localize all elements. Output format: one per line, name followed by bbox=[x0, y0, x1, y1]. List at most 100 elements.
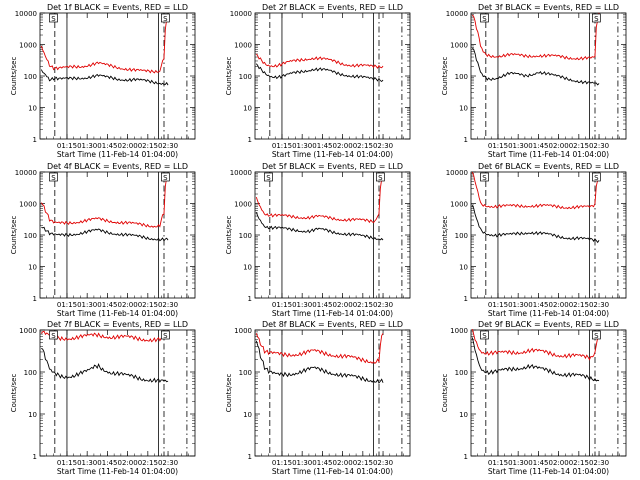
x-tick-label: 02:00 bbox=[549, 301, 569, 309]
series-line-lld bbox=[40, 330, 169, 343]
chart-title: Det 3f BLACK = Events, RED = LLD bbox=[478, 3, 619, 12]
y-tick-label: 10000 bbox=[15, 10, 37, 18]
saa-marker-label: S bbox=[51, 174, 56, 182]
x-tick-label: 02:30 bbox=[373, 459, 393, 467]
y-tick-label: 1 bbox=[464, 295, 468, 303]
chart-panel-7: Det 7f BLACK = Events, RED = LLD 1 10 100 10… bbox=[10, 320, 196, 476]
x-axis-label: Start Time (11-Feb-14 01:04:00) bbox=[57, 309, 178, 318]
plot-frame bbox=[254, 12, 411, 140]
y-tick-label: 10 bbox=[459, 411, 468, 419]
y-tick-label: 100 bbox=[24, 232, 37, 240]
y-tick-label: 10 bbox=[28, 105, 37, 113]
y-tick-label: 1 bbox=[33, 295, 37, 303]
saa-marker-label: S bbox=[163, 332, 168, 340]
saa-marker-box bbox=[591, 330, 601, 340]
x-tick-label: 02:00 bbox=[333, 301, 353, 309]
saa-marker-label: S bbox=[51, 15, 56, 23]
x-tick-label: 01:45 bbox=[528, 459, 548, 467]
saa-marker-label: S bbox=[378, 174, 383, 182]
chart-panel-6: Det 6f BLACK = Events, RED = LLD 1 10 100 10… bbox=[441, 162, 627, 318]
y-tick-label: 10 bbox=[243, 411, 252, 419]
saa-marker-box bbox=[160, 13, 170, 23]
y-tick-label: 1000 bbox=[234, 327, 252, 335]
y-tick-label: 1000 bbox=[19, 201, 37, 209]
plot-frame bbox=[39, 12, 196, 140]
series-line-events bbox=[255, 212, 384, 241]
x-tick-label: 01:15 bbox=[488, 142, 508, 150]
x-tick-label: 01:30 bbox=[508, 459, 528, 467]
x-tick-label: 02:15 bbox=[569, 459, 589, 467]
x-tick-label: 02:30 bbox=[589, 459, 609, 467]
y-tick-label: 1000 bbox=[234, 42, 252, 50]
y-tick-label: 100 bbox=[24, 369, 37, 377]
y-tick-label: 10 bbox=[243, 105, 252, 113]
y-tick-label: 10 bbox=[459, 264, 468, 272]
x-tick-label: 01:45 bbox=[97, 142, 117, 150]
x-tick-label: 01:15 bbox=[57, 301, 77, 309]
x-tick-label: 01:30 bbox=[77, 301, 97, 309]
y-tick-label: 10000 bbox=[230, 169, 252, 177]
saa-marker-box bbox=[160, 172, 170, 182]
series-line-events bbox=[41, 226, 169, 242]
y-tick-label: 100 bbox=[24, 73, 37, 81]
y-tick-label: 1000 bbox=[450, 327, 468, 335]
saa-marker-label: S bbox=[163, 174, 168, 182]
y-tick-label: 100 bbox=[455, 369, 468, 377]
series-line-events bbox=[471, 337, 600, 382]
chart-title: Det 1f BLACK = Events, RED = LLD bbox=[47, 3, 188, 12]
x-tick-label: 01:15 bbox=[272, 142, 292, 150]
y-tick-label: 1 bbox=[464, 136, 468, 144]
saa-marker-box bbox=[591, 13, 601, 23]
x-tick-label: 01:30 bbox=[292, 459, 312, 467]
series-line-events bbox=[40, 69, 169, 86]
x-tick-label: 02:00 bbox=[118, 142, 138, 150]
x-tick-label: 02:00 bbox=[118, 459, 138, 467]
chart-title: Det 4f BLACK = Events, RED = LLD bbox=[47, 162, 188, 171]
x-tick-label: 01:45 bbox=[312, 459, 332, 467]
chart-title: Det 5f BLACK = Events, RED = LLD bbox=[262, 162, 403, 171]
x-tick-label: 02:30 bbox=[158, 142, 178, 150]
y-tick-label: 10000 bbox=[15, 169, 37, 177]
x-axis-label: Start Time (11-Feb-14 01:04:00) bbox=[272, 309, 393, 318]
chart-title: Det 6f BLACK = Events, RED = LLD bbox=[478, 162, 619, 171]
x-tick-label: 01:45 bbox=[312, 301, 332, 309]
series-line-events bbox=[41, 347, 169, 383]
saa-marker-box bbox=[480, 172, 489, 182]
x-axis-label: Start Time (11-Feb-14 01:04:00) bbox=[57, 150, 178, 159]
x-tick-label: 02:00 bbox=[333, 142, 353, 150]
series-line-events bbox=[471, 205, 600, 244]
x-tick-label: 02:00 bbox=[118, 301, 138, 309]
y-axis-label: Counts/sec bbox=[225, 374, 233, 413]
x-axis-label: Start Time (11-Feb-14 01:04:00) bbox=[488, 309, 609, 318]
series-line-lld bbox=[471, 329, 600, 361]
chart-title: Det 7f BLACK = Events, RED = LLD bbox=[47, 320, 188, 329]
series-line-lld bbox=[471, 172, 600, 210]
x-tick-label: 01:15 bbox=[57, 142, 77, 150]
saa-marker-label: S bbox=[482, 15, 487, 23]
series-line-lld bbox=[255, 333, 384, 365]
saa-marker-box bbox=[49, 172, 58, 182]
saa-marker-box bbox=[160, 330, 170, 340]
chart-panel-9: Det 9f BLACK = Events, RED = LLD 1 10 100 10… bbox=[441, 320, 627, 476]
x-axis-label: Start Time (11-Feb-14 01:04:00) bbox=[488, 467, 609, 476]
x-tick-label: 02:30 bbox=[158, 459, 178, 467]
saa-marker-label: S bbox=[163, 15, 168, 23]
y-tick-label: 10000 bbox=[446, 169, 468, 177]
x-tick-label: 01:45 bbox=[97, 459, 117, 467]
y-axis-label: Counts/sec bbox=[225, 216, 233, 255]
plot-frame bbox=[470, 12, 627, 140]
x-tick-label: 01:45 bbox=[97, 301, 117, 309]
y-tick-label: 1000 bbox=[19, 42, 37, 50]
chart-panel-4: Det 4f BLACK = Events, RED = LLD 1 10 100 10… bbox=[10, 162, 196, 318]
chart-panel-3: Det 3f BLACK = Events, RED = LLD 1 10 100 10… bbox=[441, 3, 627, 159]
series-line-events bbox=[472, 47, 600, 86]
x-tick-label: 01:30 bbox=[77, 459, 97, 467]
x-tick-label: 02:15 bbox=[353, 301, 373, 309]
saa-marker-label: S bbox=[51, 332, 56, 340]
y-axis-label: Counts/sec bbox=[10, 216, 18, 255]
x-axis-label: Start Time (11-Feb-14 01:04:00) bbox=[488, 150, 609, 159]
saa-marker-box bbox=[49, 13, 58, 23]
chart-title: Det 8f BLACK = Events, RED = LLD bbox=[262, 320, 403, 329]
saa-marker-box bbox=[375, 172, 385, 182]
